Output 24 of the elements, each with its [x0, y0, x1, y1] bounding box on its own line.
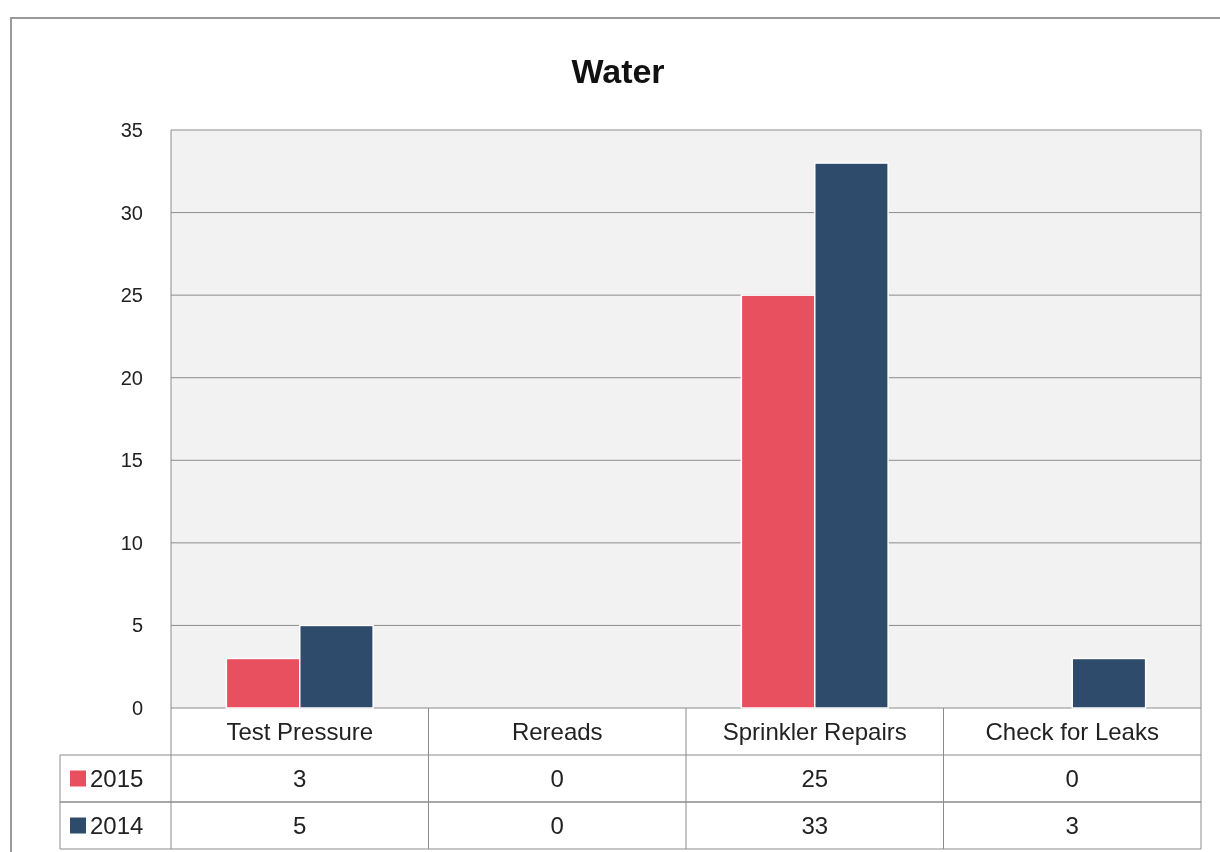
- x-tick-label: Check for Leaks: [985, 717, 1159, 745]
- legend-label: 2014: [90, 811, 144, 839]
- data-label: 5: [293, 811, 307, 839]
- x-tick-label: Rereads: [511, 717, 603, 745]
- y-tick-label: 15: [120, 449, 143, 472]
- data-label: 0: [1065, 764, 1079, 792]
- chart-title: Water: [571, 52, 665, 90]
- bar: [1071, 657, 1147, 709]
- data-label: 0: [550, 811, 564, 839]
- data-label: 25: [801, 764, 829, 792]
- y-tick-label: 30: [120, 201, 143, 224]
- y-tick-label: 20: [120, 366, 143, 389]
- data-label: 33: [801, 811, 829, 839]
- y-tick-label: 10: [120, 531, 143, 554]
- data-label: 3: [1065, 811, 1079, 839]
- x-tick-label: Sprinkler Repairs: [722, 717, 907, 745]
- y-tick-label: 0: [131, 697, 143, 719]
- y-tick-label: 35: [120, 119, 143, 141]
- y-tick-label: 5: [131, 614, 143, 637]
- legend-label: 2015: [90, 764, 144, 792]
- x-tick-label: Test Pressure: [226, 717, 374, 745]
- y-tick-label: 25: [120, 284, 143, 307]
- data-label: 3: [293, 764, 307, 792]
- data-label: 0: [550, 764, 564, 792]
